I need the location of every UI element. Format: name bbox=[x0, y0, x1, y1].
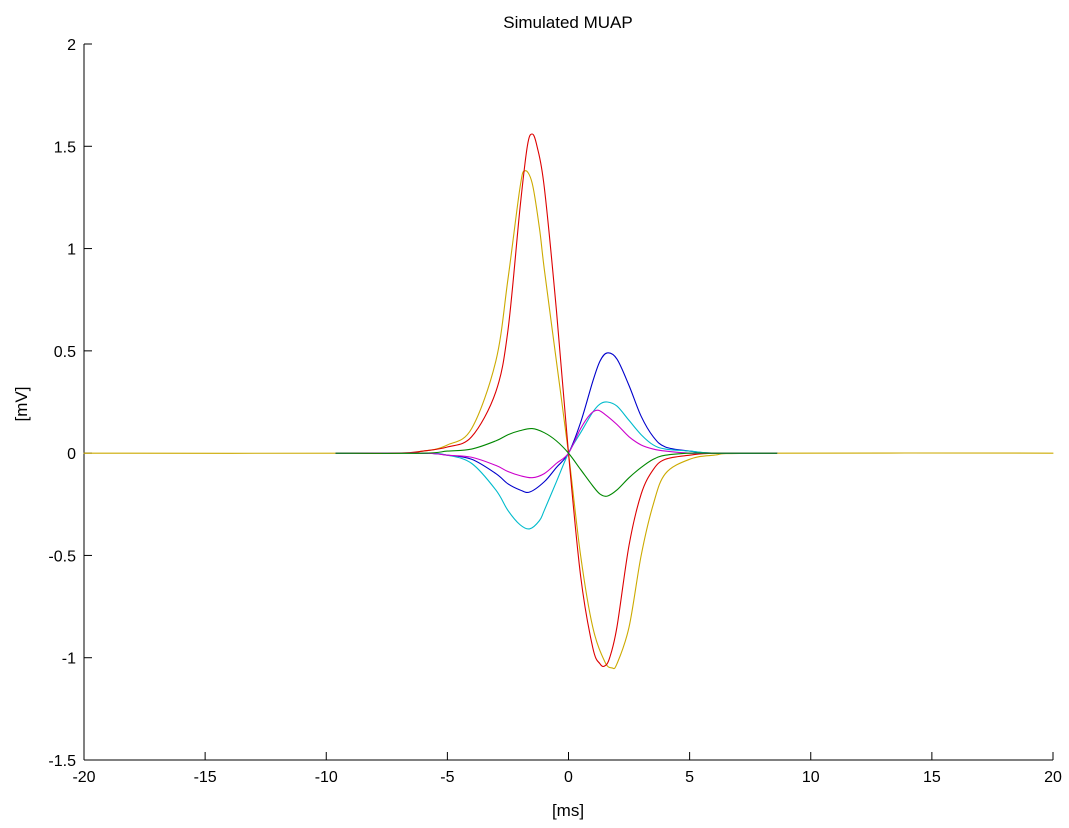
x-tick-label: 20 bbox=[1044, 769, 1062, 786]
x-tick-label: 15 bbox=[923, 769, 941, 786]
x-tick-label: -20 bbox=[72, 769, 95, 786]
y-tick-label: 1.5 bbox=[54, 139, 76, 156]
series-line-6 bbox=[335, 427, 778, 497]
y-tick-label: -1.5 bbox=[48, 753, 76, 770]
x-tick-label: 5 bbox=[685, 769, 694, 786]
series-line-4 bbox=[335, 401, 778, 530]
chart-title: Simulated MUAP bbox=[503, 13, 632, 32]
y-tick-label: -0.5 bbox=[48, 548, 76, 565]
y-axis-title: [mV] bbox=[12, 387, 31, 422]
x-tick-label: -10 bbox=[315, 769, 338, 786]
series-line-5 bbox=[335, 409, 778, 479]
x-tick-label: 10 bbox=[802, 769, 820, 786]
y-tick-label: 0.5 bbox=[54, 344, 76, 361]
y-tick-label: 0 bbox=[67, 446, 76, 463]
x-tick-label: 0 bbox=[564, 769, 573, 786]
x-tick-label: -15 bbox=[194, 769, 217, 786]
series-line-3 bbox=[335, 352, 778, 494]
x-tick-label: -5 bbox=[440, 769, 454, 786]
y-tick-label: -1 bbox=[62, 651, 76, 668]
series-line-2 bbox=[335, 133, 778, 668]
x-axis-title: [ms] bbox=[552, 801, 584, 820]
y-tick-label: 2 bbox=[67, 37, 76, 54]
y-tick-label: 1 bbox=[67, 242, 76, 259]
series-line-1 bbox=[83, 170, 1054, 670]
axes: -20 -15 -10 -5 0 5 10 15 20 -1.5 -1 -0.5 0 0.5 1 1.5 2 bbox=[48, 37, 1062, 786]
series-layer bbox=[83, 133, 1054, 670]
